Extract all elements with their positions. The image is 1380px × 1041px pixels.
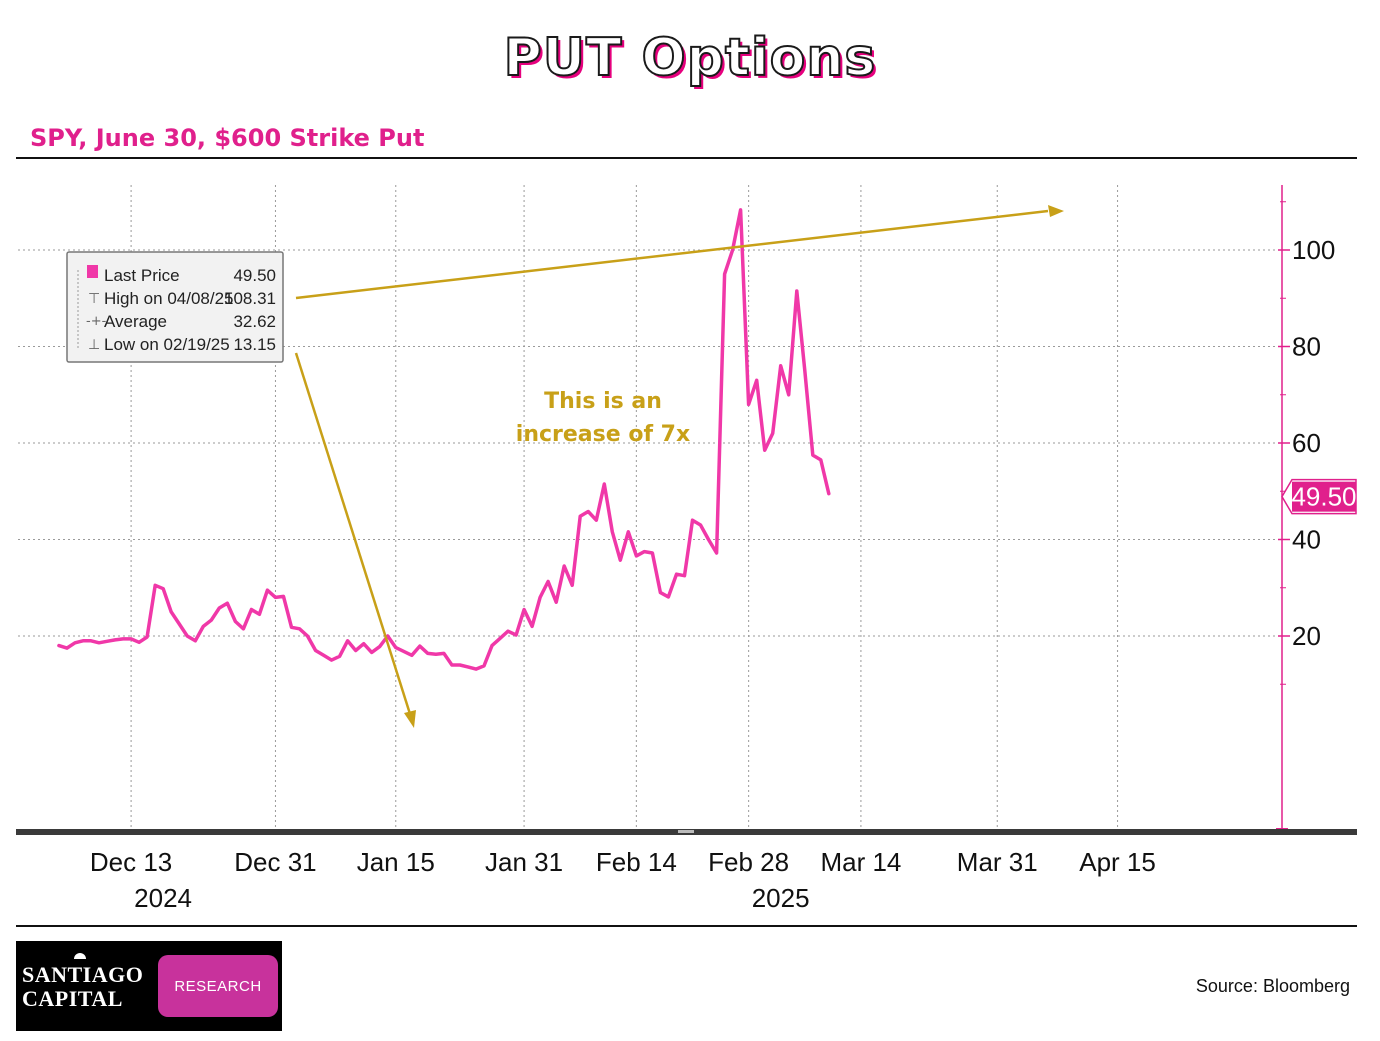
legend-label-average: Average — [104, 312, 167, 331]
annotation-arrow-high — [295, 209, 1049, 300]
sun-icon — [74, 953, 86, 959]
annotation-arrow-low — [294, 352, 412, 715]
legend-label-high: High on 04/08/25 — [104, 289, 234, 308]
last-price-swatch-icon — [87, 265, 98, 278]
axis-layer: 20 40 60 80 100 Dec 13 2024 Dec 31 Jan 15 Jan 31 F… — [16, 185, 1357, 913]
x-tick-label: Mar 31 — [957, 847, 1038, 877]
x-year-label: 2025 — [752, 883, 810, 913]
legend-label-last-price: Last Price — [104, 266, 180, 285]
x-tick-label: Jan 31 — [485, 847, 563, 877]
chart-subtitle: SPY, June 30, $600 Strike Put — [30, 124, 425, 152]
legend-value-high: 108.31 — [224, 289, 276, 308]
annotation-text-line1: This is an — [544, 389, 662, 414]
source-note: Source: Bloomberg — [1195, 976, 1350, 996]
annotation-arrowhead-high — [1048, 205, 1064, 217]
x-tick-label: Feb 28 — [708, 847, 789, 877]
legend-label-low: Low on 02/19/25 — [104, 335, 230, 354]
annotation-arrowhead-low — [404, 710, 416, 728]
last-value-label: 49.50 — [1291, 482, 1356, 512]
y-tick-label: 80 — [1292, 332, 1321, 362]
x-tick-label: Feb 14 — [596, 847, 677, 877]
y-tick-label: 100 — [1292, 235, 1335, 265]
x-axis-scroll-handle — [678, 830, 694, 833]
bottom-divider — [16, 925, 1357, 927]
x-tick-label: Dec 13 — [90, 847, 172, 877]
y-tick-label: 20 — [1292, 621, 1321, 651]
last-value-tag-fill — [1292, 481, 1356, 512]
x-tick-label: Jan 15 — [357, 847, 435, 877]
logo-name-line1: Santiago — [22, 962, 144, 987]
annotation-text-line2: increase of 7x — [516, 422, 690, 447]
logo-name-line2: Capital — [22, 986, 123, 1011]
logo-company-name: Santiago Capital — [22, 963, 143, 1011]
average-marker-icon: -+- — [86, 314, 107, 329]
price-line — [57, 208, 831, 671]
legend-value-last-price: 49.50 — [233, 266, 276, 285]
low-marker-icon: ⊥ — [88, 337, 100, 353]
santiago-capital-logo: Santiago Capital RESEARCH — [16, 941, 282, 1031]
y-tick-label: 60 — [1292, 428, 1321, 458]
top-divider — [16, 157, 1357, 159]
x-tick-label: Dec 31 — [234, 847, 316, 877]
legend-value-low: 13.15 — [233, 335, 276, 354]
legend-box: ⊤ -+- ⊥ Last Price 49.50 High on 04/08/2… — [66, 251, 284, 363]
logo-research-badge: RESEARCH — [158, 955, 278, 1017]
legend-value-average: 32.62 — [233, 312, 276, 331]
series-layer — [57, 208, 831, 671]
x-year-label: 2024 — [134, 883, 192, 913]
x-tick-label: Mar 14 — [820, 847, 901, 877]
annotation-layer: This is an increase of 7x — [294, 205, 1064, 728]
y-tick-label: 40 — [1292, 525, 1321, 555]
high-marker-icon: ⊤ — [88, 291, 100, 307]
x-tick-label: Apr 15 — [1079, 847, 1156, 877]
page-title: PUT Options — [503, 27, 877, 89]
